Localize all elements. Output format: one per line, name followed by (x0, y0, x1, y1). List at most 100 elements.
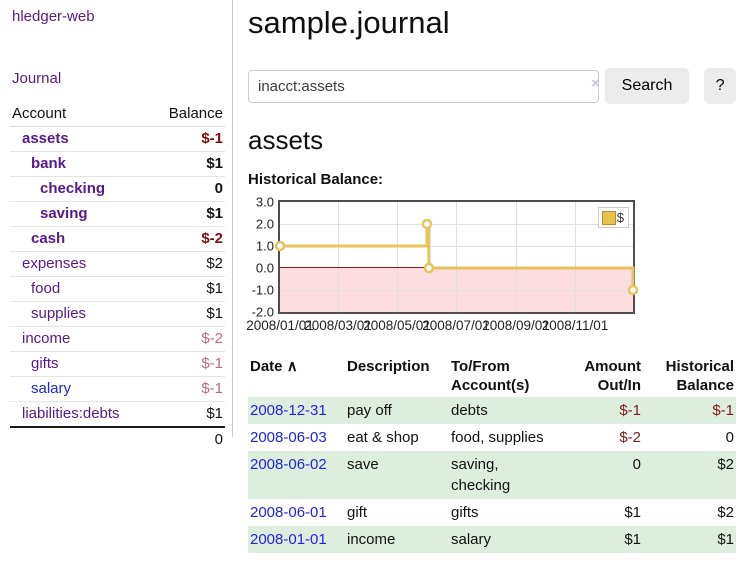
transaction-amount: $-1 (619, 402, 641, 419)
account-row: checking 0 (10, 176, 225, 202)
account-link-cash[interactable]: cash (31, 230, 66, 247)
transaction-balance: $2 (717, 456, 734, 473)
chart-title: Historical Balance: (248, 171, 384, 188)
y-axis-tick-label: -1.0 (251, 282, 274, 298)
historical-balance-chart: $ 3.0 2.0 1.0 0.0 -1.0 -2.0 2008/01/01 2008/03… (246, 195, 736, 340)
account-row: liabilities:debts $1 (10, 401, 225, 428)
account-row: expenses $2 (10, 251, 225, 277)
transaction-date-link[interactable]: 2008-06-01 (250, 504, 327, 521)
account-balance: $1 (150, 301, 225, 327)
accounts-total-row: 0 (10, 426, 225, 452)
account-link-salary[interactable]: salary (31, 380, 72, 397)
register-table-body: 2008-12-31 pay off debts $-1 $-1 2008-06-03 ea… (248, 397, 736, 553)
x-axis-tick-label: 2008/03/01 (304, 318, 372, 333)
account-link-saving[interactable]: saving (40, 205, 88, 222)
account-row: gifts $-1 (10, 351, 225, 377)
transaction-date-link[interactable]: 2008-12-31 (250, 402, 327, 419)
account-balance: $-1 (150, 126, 225, 152)
transaction-balance: 0 (725, 429, 734, 446)
x-axis-tick-label: 2008/09/01 (482, 318, 550, 333)
account-link-bank[interactable]: bank (31, 155, 67, 172)
account-balance: $1 (150, 151, 225, 177)
transaction-description: eat & shop (347, 429, 419, 446)
register-table: Date ∧ Description To/From Account(s) Am… (248, 355, 736, 553)
account-balance: $1 (150, 201, 225, 227)
help-button[interactable]: ? (704, 68, 736, 104)
column-header-date[interactable]: Date ∧ (250, 358, 298, 375)
x-axis-tick-label: 2008/07/01 (422, 318, 490, 333)
transaction-row: 2008-12-31 pay off debts $-1 $-1 (248, 397, 736, 424)
account-heading: assets (248, 125, 324, 155)
sidebar-item-journal[interactable]: Journal (12, 70, 62, 87)
account-row: saving $1 (10, 201, 225, 227)
account-row: salary $-1 (10, 376, 225, 402)
main-content: sample.journal × Search ? assets Histori… (246, 0, 736, 553)
transaction-amount: 0 (632, 456, 641, 473)
account-balance: $-1 (150, 351, 225, 377)
account-row: assets $-1 (10, 126, 225, 152)
account-link-food[interactable]: food (31, 280, 61, 297)
account-balance: $1 (150, 401, 225, 428)
account-balance: $2 (150, 251, 225, 277)
sort-ascending-icon: ∧ (286, 358, 298, 375)
transaction-amount: $1 (624, 531, 641, 548)
transaction-description: income (347, 531, 396, 548)
account-balance: $-1 (150, 376, 225, 402)
y-axis-tick-label: 0.0 (255, 260, 274, 276)
accounts-table: Account Balance assets $-1 bank $1 checking 0… (10, 102, 225, 452)
account-row: food $1 (10, 276, 225, 302)
transaction-date-link[interactable]: 2008-06-03 (250, 429, 327, 446)
account-link-liabilities-debts[interactable]: liabilities:debts (22, 405, 120, 422)
transaction-row: 2008-06-02 save saving, checking 0 $2 (248, 451, 736, 499)
x-axis-tick-label: 2008/05/01 (363, 318, 431, 333)
y-axis-tick-label: 2.0 (255, 216, 274, 232)
account-row: supplies $1 (10, 301, 225, 327)
accounts-column-header: Account (10, 102, 151, 127)
account-link-assets[interactable]: assets (22, 130, 69, 147)
account-row: cash $-2 (10, 226, 225, 252)
x-axis-tick-label: 2008/11/01 (541, 318, 609, 333)
transaction-date-link[interactable]: 2008-01-01 (250, 531, 327, 548)
account-link-supplies[interactable]: supplies (31, 305, 87, 322)
chart-legend: $ (597, 207, 629, 228)
chart-plot-area: $ (274, 200, 639, 314)
page-title: sample.journal (248, 5, 450, 40)
x-axis-tick-label: 2008/01/01 (246, 318, 314, 333)
transaction-accounts: saving, checking (451, 456, 511, 494)
transaction-balance: $-1 (712, 402, 734, 419)
account-row: bank $1 (10, 151, 225, 177)
y-axis-tick-label: -2.0 (251, 304, 274, 320)
transaction-accounts: food, supplies (451, 429, 544, 446)
app-title-link[interactable]: hledger-web (12, 8, 95, 25)
transaction-amount: $1 (624, 504, 641, 521)
account-balance: $1 (150, 276, 225, 302)
transaction-amount: $-2 (619, 429, 641, 446)
transaction-date-link[interactable]: 2008-06-02 (250, 456, 327, 473)
accounts-table-body: assets $-1 bank $1 checking 0 saving $1 cash $-2 e… (10, 126, 225, 428)
account-balance: $-2 (150, 326, 225, 352)
account-link-gifts[interactable]: gifts (31, 355, 59, 372)
transaction-row: 2008-06-01 gift gifts $1 $2 (248, 499, 736, 526)
account-link-income[interactable]: income (22, 330, 71, 347)
transaction-row: 2008-06-03 eat & shop food, supplies $-2 0 (248, 424, 736, 451)
legend-label: $ (616, 210, 624, 225)
transaction-balance: $2 (717, 504, 734, 521)
balance-column-header: Balance (150, 102, 225, 127)
transaction-accounts: debts (451, 402, 488, 419)
account-balance: $-2 (150, 226, 225, 252)
search-button[interactable]: Search (604, 68, 690, 104)
transaction-balance: $1 (717, 531, 734, 548)
search-form: × Search ? (248, 68, 736, 104)
account-link-checking[interactable]: checking (40, 180, 106, 197)
clear-search-icon[interactable]: × (591, 75, 600, 92)
legend-swatch-icon (601, 210, 616, 225)
transaction-accounts: salary (451, 531, 492, 548)
transaction-description: pay off (347, 402, 392, 419)
balance-line-svg (274, 218, 639, 296)
account-link-expenses[interactable]: expenses (22, 255, 87, 272)
column-header-balance: Historical Balance (665, 358, 734, 394)
transaction-accounts: gifts (451, 504, 479, 521)
transaction-description: save (347, 456, 379, 473)
search-input[interactable] (248, 69, 599, 103)
column-header-accounts: To/From Account(s) (451, 358, 530, 394)
